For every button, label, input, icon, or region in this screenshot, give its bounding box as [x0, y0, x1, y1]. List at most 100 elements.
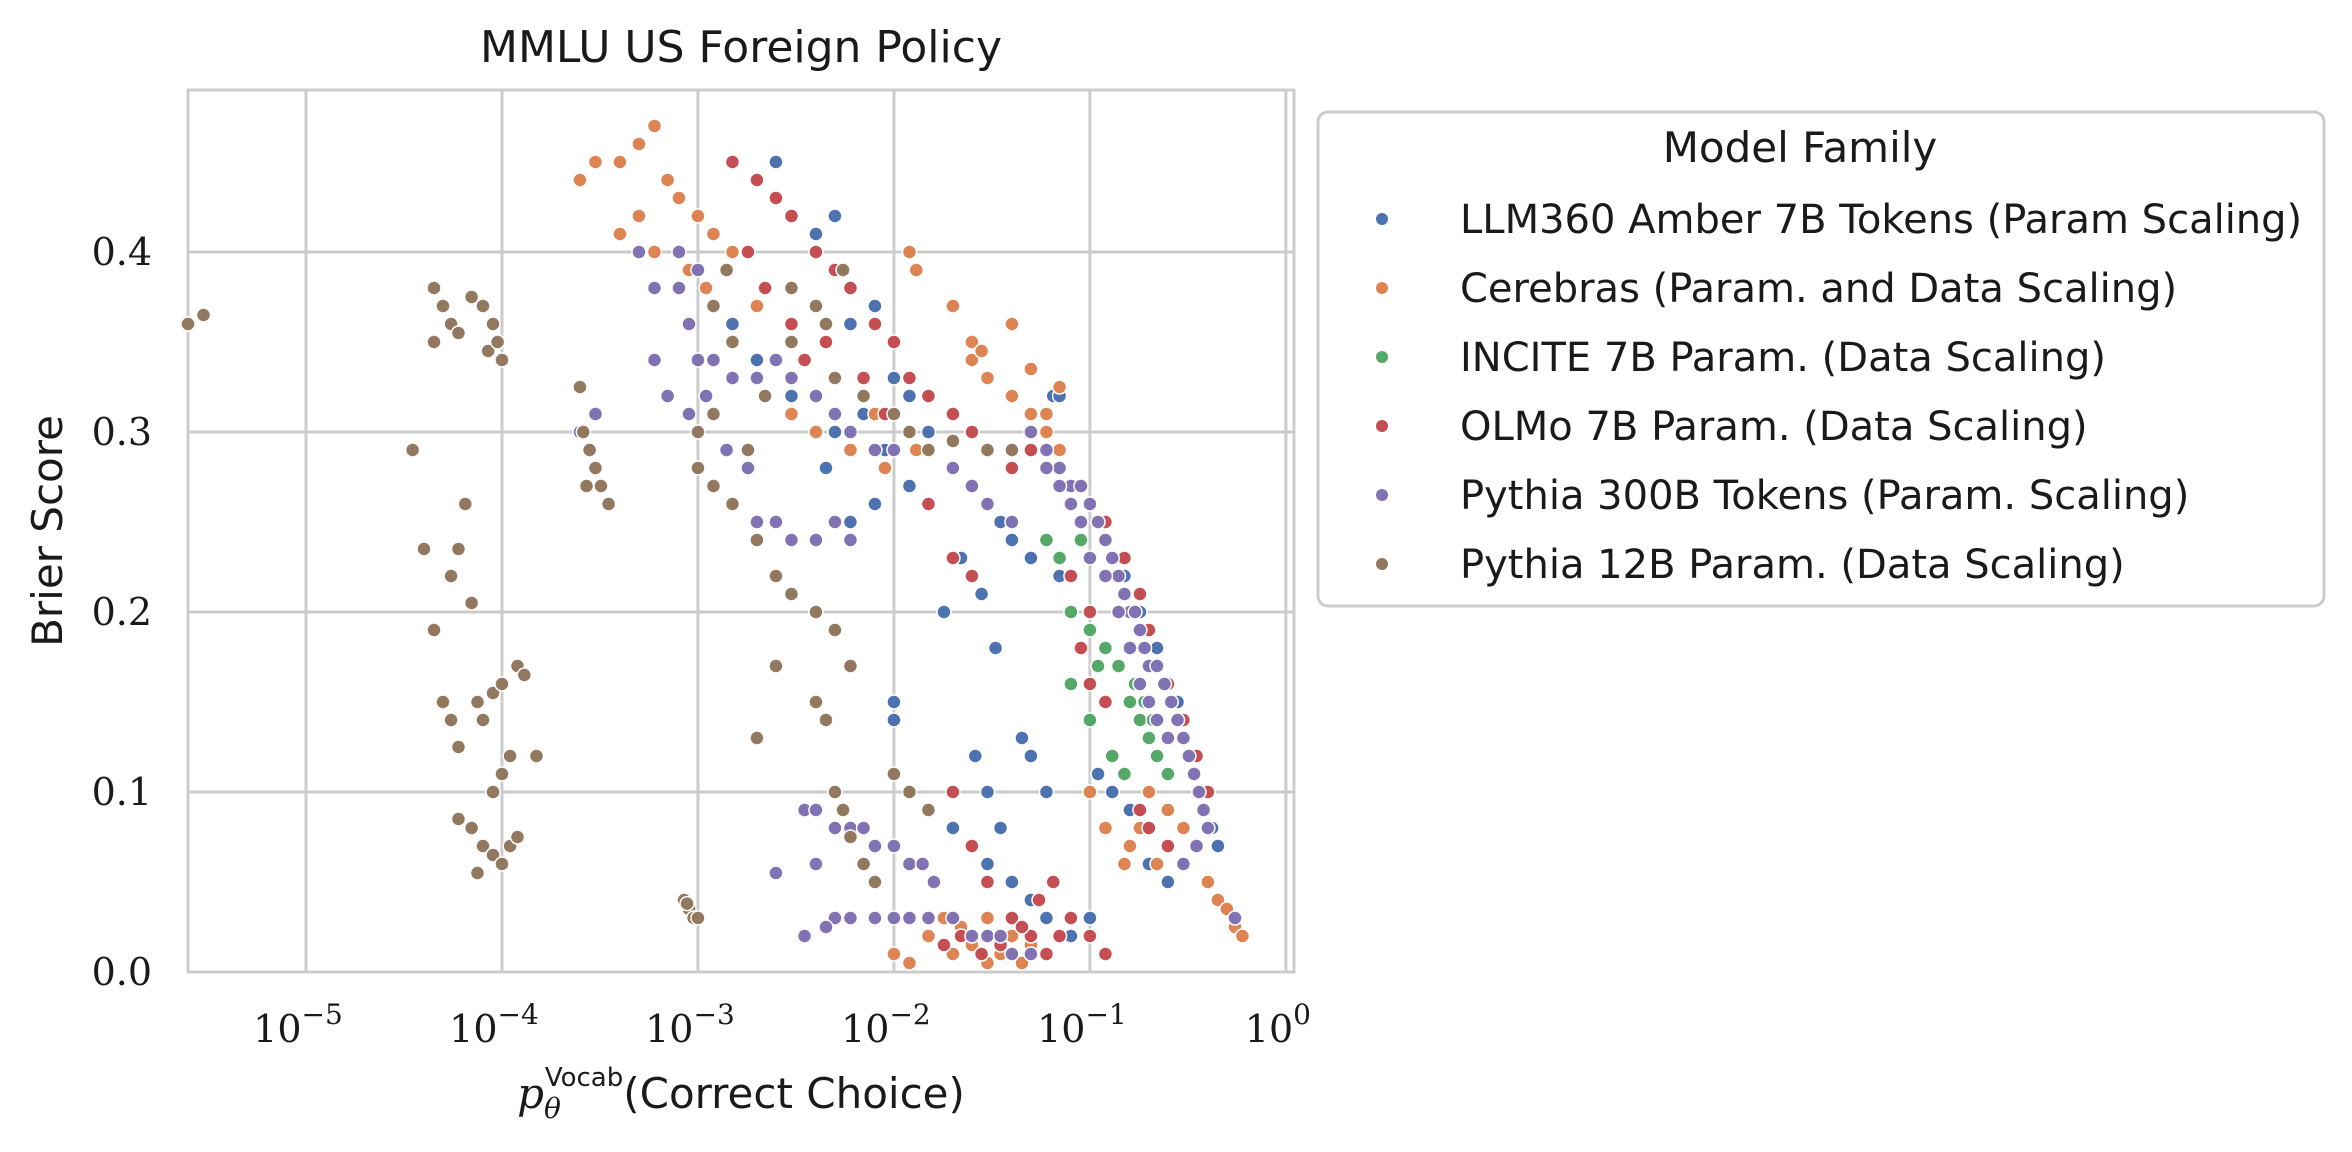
scatter-point [979, 856, 996, 872]
y-tick-label: 0.0 [92, 950, 152, 994]
legend-label: OLMo 7B Param. (Data Scaling) [1460, 404, 2088, 450]
scatter-point [1004, 874, 1020, 890]
scatter-point [867, 874, 883, 890]
scatter-point [1073, 532, 1089, 548]
scatter-point [1110, 568, 1127, 584]
x-label-rest: (Correct Choice) [623, 1069, 965, 1118]
scatter-point [1004, 316, 1020, 332]
scatter-point [992, 928, 1009, 944]
scatter-point [964, 478, 980, 494]
scatter-point [1181, 748, 1197, 764]
scatter-point [768, 352, 784, 368]
scatter-point [502, 748, 518, 764]
scatter-point [979, 874, 996, 890]
scatter-point [808, 226, 824, 242]
scatter-point [808, 244, 824, 260]
scatter-point [426, 622, 442, 638]
scatter-point [1160, 802, 1176, 818]
scatter-point [1051, 478, 1068, 494]
scatter-point [475, 838, 491, 854]
scatter-point [886, 766, 902, 782]
legend-label: LLM360 Amber 7B Tokens (Param Scaling) [1460, 197, 2302, 243]
chart-title: MMLU US Foreign Policy [480, 22, 1002, 73]
scatter-point [724, 370, 741, 386]
scatter-point [679, 895, 695, 912]
scatter-point [1038, 406, 1055, 422]
scatter-point [1097, 694, 1114, 710]
x-tick-label: 100 [1245, 998, 1311, 1051]
x-tick-base: 10 [1245, 1007, 1293, 1051]
legend-title: Model Family [1663, 123, 1938, 172]
scatter-point [842, 829, 859, 845]
scatter-point [494, 856, 510, 872]
series-group [724, 154, 1216, 962]
scatter-point [945, 406, 961, 422]
series-group [572, 244, 1243, 962]
scatter-point [1149, 712, 1165, 728]
scatter-point [705, 478, 722, 494]
legend-marker [1376, 420, 1388, 432]
scatter-point [1227, 910, 1243, 926]
scatter-point [1200, 820, 1216, 836]
y-tick-label: 0.4 [92, 230, 152, 274]
scatter-point [1051, 550, 1068, 566]
scatter-point [1023, 406, 1039, 422]
scatter-point [808, 856, 824, 872]
scatter-point [1141, 694, 1157, 710]
scatter-point [1127, 604, 1143, 620]
scatter-point [1073, 640, 1089, 656]
scatter-point [908, 262, 925, 278]
scatter-point [1023, 361, 1039, 377]
scatter-point [867, 838, 883, 854]
scatter-point [1132, 586, 1148, 602]
scatter-point [783, 586, 800, 602]
scatter-point [867, 316, 883, 332]
scatter-point [945, 298, 961, 314]
scatter-point [1122, 694, 1138, 710]
scatter-point [808, 424, 824, 440]
scatter-point [612, 226, 628, 242]
scatter-point [936, 604, 952, 620]
scatter-point [426, 334, 442, 350]
scatter-point [690, 460, 706, 476]
scatter-point [835, 262, 851, 278]
scatter-point [1156, 676, 1173, 692]
scatter-point [783, 208, 800, 224]
scatter-point [768, 190, 784, 206]
scatter-point [886, 712, 902, 728]
legend-items: LLM360 Amber 7B Tokens (Param Scaling) Ce… [1376, 197, 2302, 588]
scatter-point [1160, 766, 1176, 782]
scatter-point [1004, 442, 1020, 458]
scatter-point [612, 154, 628, 170]
scatter-point [749, 514, 765, 530]
y-axis-label: Brier Score [23, 415, 72, 647]
scatter-point [1023, 424, 1039, 440]
scatter-point [987, 640, 1004, 656]
scatter-point [1210, 892, 1226, 908]
scatter-point [1004, 514, 1020, 530]
scatter-point [1090, 766, 1106, 782]
scatter-point [842, 316, 859, 332]
scatter-point [808, 388, 824, 404]
scatter-point [945, 433, 961, 449]
scatter-point [768, 568, 784, 584]
scatter-point [818, 919, 834, 935]
scatter-point [1116, 586, 1133, 602]
scatter-point [463, 595, 480, 611]
scatter-point [1097, 568, 1114, 584]
legend-label: Pythia 300B Tokens (Param. Scaling) [1460, 473, 2189, 519]
x-label-superscript: Vocab [545, 1063, 623, 1093]
scatter-point [1097, 640, 1114, 656]
scatter-point [749, 298, 765, 314]
scatter-point [768, 865, 784, 881]
scatter-point [964, 928, 980, 944]
scatter-point [749, 370, 765, 386]
scatter-point [681, 316, 697, 332]
scatter-point [1004, 388, 1020, 404]
scatter-point [724, 334, 741, 350]
scatter-point [631, 244, 647, 260]
scatter-point [768, 658, 784, 674]
scatter-point [827, 622, 843, 638]
scatter-point [1038, 784, 1055, 800]
scatter-point [808, 604, 824, 620]
